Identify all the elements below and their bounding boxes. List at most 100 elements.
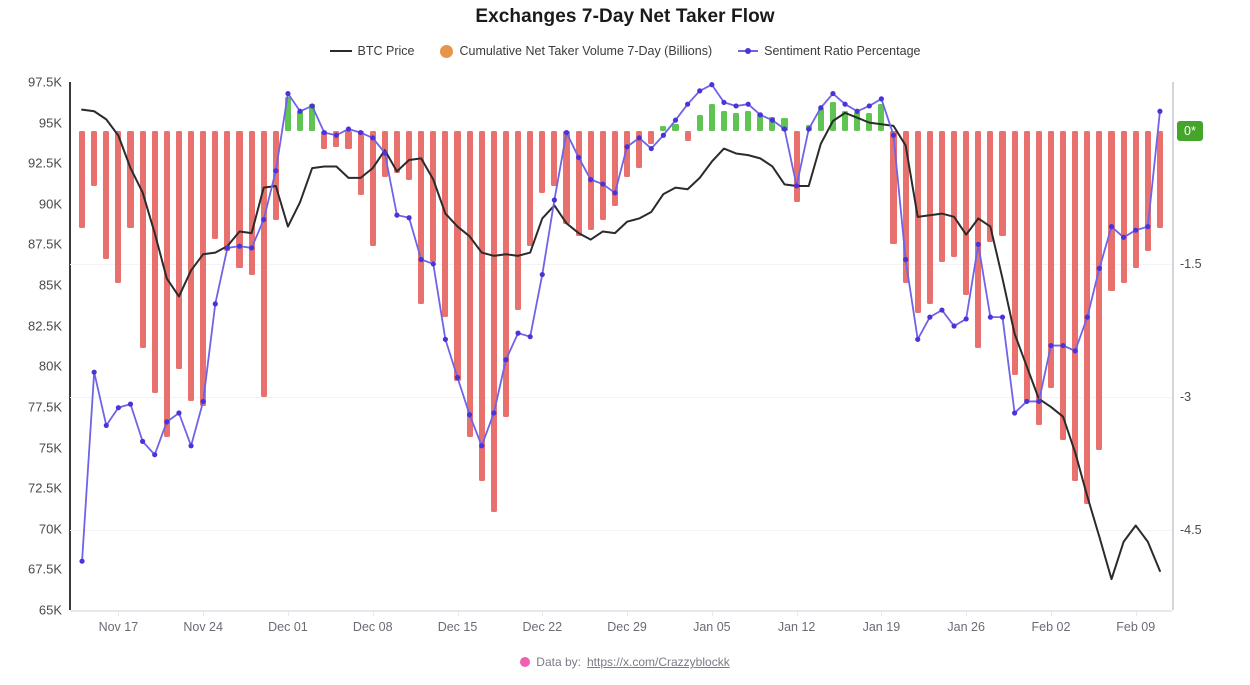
bar[interactable]: [769, 116, 776, 131]
legend-item-btc-price[interactable]: BTC Price: [329, 44, 414, 58]
sentiment-ratio-point[interactable]: [321, 129, 327, 136]
bar[interactable]: [951, 130, 958, 257]
sentiment-ratio-point[interactable]: [1024, 398, 1030, 405]
sentiment-ratio-point[interactable]: [987, 314, 993, 320]
bar[interactable]: [284, 97, 291, 131]
sentiment-ratio-point[interactable]: [551, 197, 557, 203]
sentiment-ratio-point[interactable]: [539, 271, 545, 278]
sentiment-ratio-point[interactable]: [152, 452, 158, 458]
bar[interactable]: [115, 130, 122, 284]
bar[interactable]: [854, 112, 861, 131]
sentiment-ratio-point[interactable]: [1108, 224, 1115, 230]
sentiment-ratio-point[interactable]: [769, 117, 775, 123]
sentiment-ratio-point[interactable]: [1121, 234, 1127, 240]
bar[interactable]: [527, 130, 534, 247]
bar[interactable]: [1060, 130, 1067, 440]
sentiment-ratio-point[interactable]: [491, 410, 497, 416]
sentiment-ratio-point[interactable]: [503, 357, 509, 363]
bar[interactable]: [151, 130, 158, 393]
bar[interactable]: [188, 130, 195, 402]
sentiment-ratio-point[interactable]: [1084, 314, 1090, 320]
sentiment-ratio-point[interactable]: [1096, 265, 1102, 271]
bar[interactable]: [103, 130, 110, 260]
sentiment-ratio-point[interactable]: [309, 103, 315, 109]
sentiment-ratio-point[interactable]: [781, 126, 788, 132]
sentiment-ratio-point[interactable]: [697, 88, 703, 94]
bar[interactable]: [127, 130, 134, 229]
sentiment-ratio-point[interactable]: [333, 132, 339, 138]
sentiment-ratio-point[interactable]: [939, 307, 945, 313]
bar[interactable]: [1072, 130, 1079, 482]
bar[interactable]: [91, 130, 98, 186]
sentiment-ratio-point[interactable]: [127, 401, 134, 407]
bar[interactable]: [745, 111, 752, 131]
sentiment-ratio-point[interactable]: [563, 129, 570, 136]
sentiment-ratio-point[interactable]: [454, 374, 461, 381]
sentiment-ratio-point[interactable]: [406, 215, 412, 221]
sentiment-ratio-point[interactable]: [842, 101, 848, 107]
sentiment-ratio-point[interactable]: [115, 405, 121, 411]
bar[interactable]: [212, 130, 219, 240]
bar[interactable]: [575, 130, 582, 236]
sentiment-ratio-point[interactable]: [854, 108, 860, 114]
bar[interactable]: [248, 130, 255, 275]
sentiment-ratio-point[interactable]: [224, 245, 230, 251]
sentiment-ratio-point[interactable]: [818, 105, 824, 111]
bar[interactable]: [914, 130, 921, 313]
bar[interactable]: [1035, 130, 1042, 426]
bar[interactable]: [406, 130, 413, 181]
sentiment-ratio-point[interactable]: [721, 99, 727, 106]
bar[interactable]: [539, 130, 546, 193]
bar[interactable]: [599, 130, 606, 220]
bar[interactable]: [902, 130, 909, 284]
sentiment-ratio-point[interactable]: [951, 323, 957, 329]
sentiment-ratio-point[interactable]: [140, 438, 146, 444]
sentiment-ratio-point[interactable]: [1157, 108, 1163, 114]
bar[interactable]: [1108, 130, 1115, 291]
bar[interactable]: [1023, 130, 1030, 402]
bar[interactable]: [79, 130, 86, 229]
sentiment-ratio-point[interactable]: [212, 301, 218, 307]
bar[interactable]: [551, 130, 558, 186]
bar[interactable]: [490, 130, 497, 513]
sentiment-ratio-point[interactable]: [733, 103, 739, 109]
sentiment-ratio-point[interactable]: [1133, 227, 1139, 233]
bar[interactable]: [963, 130, 970, 295]
sentiment-ratio-point[interactable]: [176, 410, 182, 416]
legend-item-sentiment-ratio[interactable]: Sentiment Ratio Percentage: [738, 44, 920, 58]
sentiment-ratio-point[interactable]: [285, 90, 291, 97]
sentiment-ratio-point[interactable]: [794, 183, 800, 189]
sentiment-ratio-point[interactable]: [999, 314, 1006, 320]
bar[interactable]: [260, 130, 267, 397]
bar[interactable]: [454, 130, 461, 382]
bar[interactable]: [321, 130, 328, 149]
sentiment-ratio-point[interactable]: [612, 190, 618, 196]
bar[interactable]: [878, 104, 885, 131]
bar[interactable]: [987, 130, 994, 242]
bar[interactable]: [1132, 130, 1139, 269]
sentiment-ratio-point[interactable]: [636, 135, 642, 141]
bar[interactable]: [369, 130, 376, 247]
bar[interactable]: [357, 130, 364, 195]
sentiment-ratio-point[interactable]: [866, 103, 872, 109]
bar[interactable]: [1144, 130, 1151, 251]
bar[interactable]: [430, 130, 437, 263]
bar[interactable]: [672, 123, 679, 131]
bar[interactable]: [272, 130, 279, 220]
sentiment-ratio-point[interactable]: [236, 243, 243, 249]
sentiment-ratio-point[interactable]: [709, 82, 715, 88]
bar[interactable]: [478, 130, 485, 482]
bar[interactable]: [975, 130, 982, 349]
bar[interactable]: [1156, 130, 1163, 229]
sentiment-ratio-point[interactable]: [467, 412, 473, 418]
sentiment-ratio-point[interactable]: [527, 334, 533, 340]
bar[interactable]: [502, 130, 509, 417]
bar[interactable]: [817, 107, 824, 131]
sentiment-ratio-point[interactable]: [806, 126, 812, 132]
bar[interactable]: [1096, 130, 1103, 451]
sentiment-ratio-point[interactable]: [878, 96, 884, 102]
bar[interactable]: [563, 130, 570, 224]
bar[interactable]: [1047, 130, 1054, 389]
sentiment-ratio-point[interactable]: [479, 443, 485, 449]
sentiment-ratio-point[interactable]: [685, 101, 691, 107]
